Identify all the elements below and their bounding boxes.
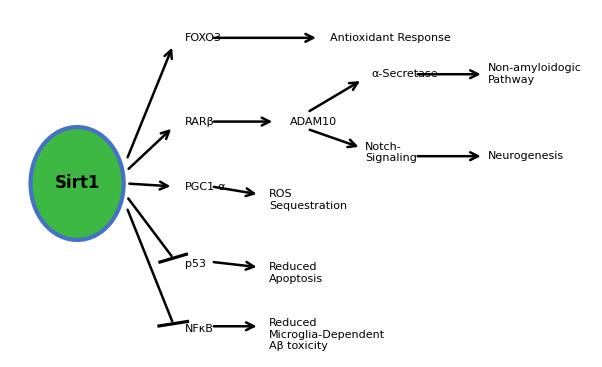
Text: Non-amyloidogic
Pathway: Non-amyloidogic Pathway [488,63,582,85]
Text: p53: p53 [185,259,206,269]
Text: RARβ: RARβ [185,117,214,127]
Text: Sirt1: Sirt1 [54,174,100,193]
Text: ROS
Sequestration: ROS Sequestration [269,189,347,211]
Text: α-Secretase: α-Secretase [371,69,438,79]
Text: ADAM10: ADAM10 [290,117,337,127]
Text: PGC1-α: PGC1-α [185,182,226,192]
Text: Antioxidant Response: Antioxidant Response [330,33,451,43]
Text: Neurogenesis: Neurogenesis [488,151,563,161]
Text: FOXO3: FOXO3 [185,33,222,43]
Ellipse shape [31,127,123,240]
Text: Reduced
Microglia-Dependent
Aβ toxicity: Reduced Microglia-Dependent Aβ toxicity [269,318,385,351]
Text: Reduced
Apoptosis: Reduced Apoptosis [269,262,323,284]
Text: NFκB: NFκB [185,324,214,334]
Text: Notch-
Signaling: Notch- Signaling [365,142,417,163]
